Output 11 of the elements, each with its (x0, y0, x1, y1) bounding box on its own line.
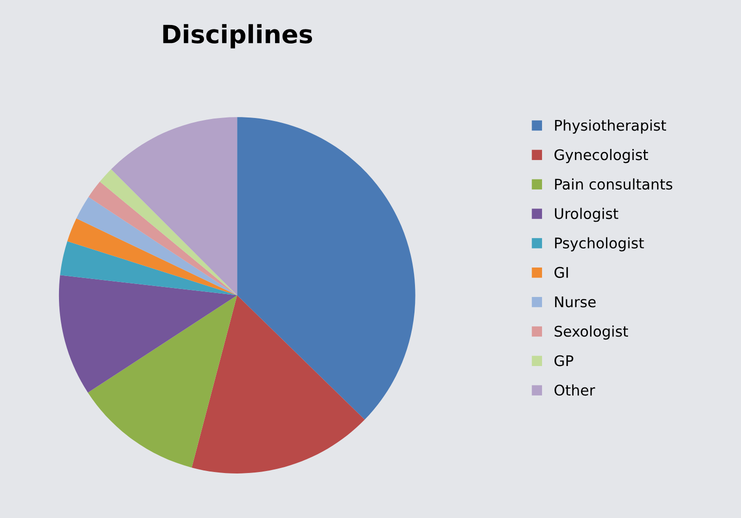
legend-label: Psychologist (555, 237, 644, 252)
legend-label: Physiotherapist (555, 120, 666, 134)
legend-label: GP (554, 355, 574, 366)
legend-label: GI (554, 266, 568, 278)
legend-label: Gynecologist (554, 148, 648, 164)
legend-label: Pain consultants (555, 178, 672, 190)
legend-label: Sexologist (554, 326, 628, 340)
legend-label: Urologist (554, 208, 618, 222)
legend-label: Nurse (555, 296, 596, 308)
chart-title: Disciplines (163, 24, 312, 48)
legend-label: Other (554, 384, 596, 396)
